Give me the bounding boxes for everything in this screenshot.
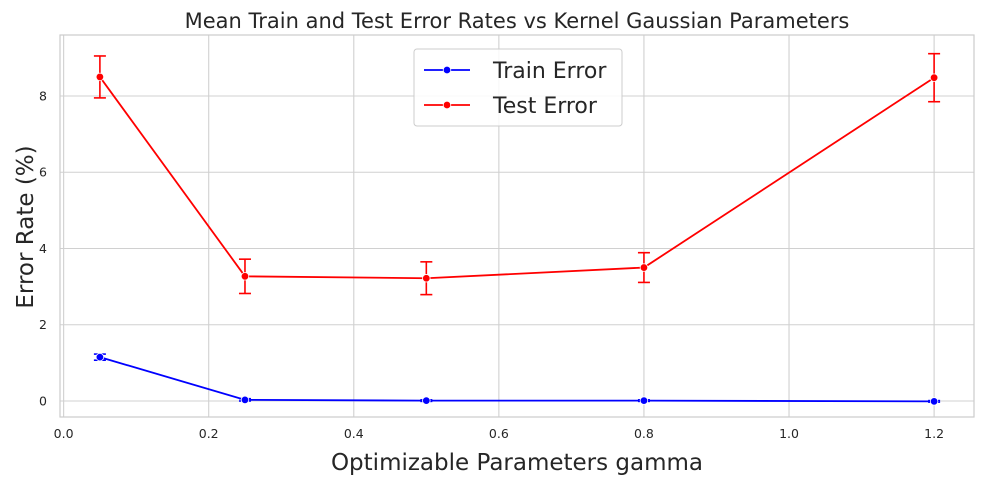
x-tick-label: 1.0	[779, 426, 799, 441]
series-layer	[93, 52, 941, 406]
y-axis-label: Error Rate (%)	[13, 145, 39, 308]
series-train-error	[93, 352, 941, 406]
train-error-point	[240, 395, 250, 405]
x-tick-label: 0.6	[489, 426, 509, 441]
train-error-point	[95, 352, 105, 362]
x-tick-label: 0.0	[54, 426, 74, 441]
grid-lines	[60, 35, 974, 417]
series-test-error	[93, 52, 941, 296]
x-axis-label: Optimizable Parameters gamma	[331, 450, 703, 476]
test-error-point	[929, 73, 939, 82]
x-tick-label: 0.2	[199, 426, 219, 441]
train-error-line	[99, 356, 935, 403]
train-error-point	[929, 397, 939, 406]
x-tick-label: 0.8	[634, 426, 654, 441]
y-tick-label: 0	[39, 393, 47, 408]
tick-labels: 0.0 0.2 0.4 0.6 0.8 1.0 1.2 0 2 4 6 8	[39, 88, 944, 441]
y-tick-label: 6	[39, 165, 47, 180]
test-error-point	[422, 274, 431, 283]
train-error-point	[422, 396, 431, 405]
legend-item-train-error: Train Error	[424, 59, 607, 84]
legend-label: Train Error	[492, 59, 607, 84]
x-tick-label: 0.4	[344, 426, 364, 441]
plot-frame	[59, 34, 975, 418]
x-tick-label: 1.2	[924, 426, 944, 441]
test-error-point	[639, 263, 649, 272]
y-tick-label: 4	[39, 241, 47, 256]
legend-swatch-marker	[442, 65, 452, 75]
legend-box	[413, 48, 623, 127]
legend-item-test-error: Test Error	[424, 94, 598, 119]
y-tick-label: 8	[39, 88, 47, 103]
test-error-point	[95, 72, 105, 82]
test-error-point	[240, 272, 250, 281]
legend-label: Test Error	[492, 94, 598, 119]
chart-title: Mean Train and Test Error Rates vs Kerne…	[185, 9, 850, 33]
train-error-point	[639, 396, 649, 405]
legend-swatch-marker	[442, 100, 452, 110]
y-tick-label: 2	[39, 317, 47, 332]
legend: Train Error Test Error	[413, 48, 623, 127]
